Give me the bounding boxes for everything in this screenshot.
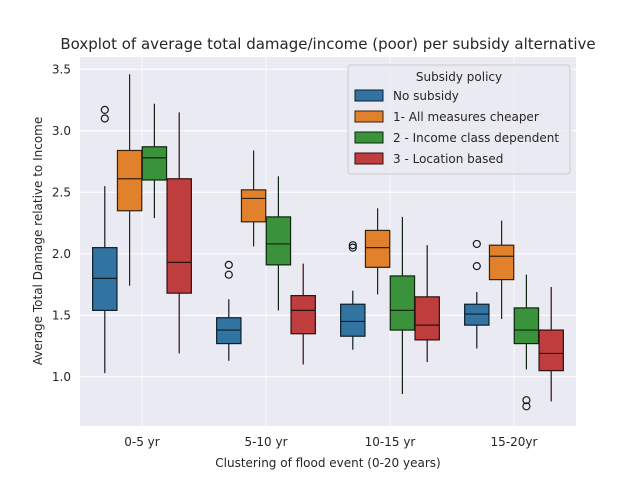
- series-3: [166, 112, 564, 402]
- legend-label: No subsidy: [393, 89, 459, 103]
- y-tick-label: 3.0: [52, 124, 71, 138]
- outlier-point: [522, 396, 531, 405]
- y-axis-label: Average Total Damage relative to Income: [31, 117, 45, 365]
- box-series: [92, 74, 564, 411]
- y-tick-label: 1.0: [52, 370, 71, 384]
- legend-swatch: [354, 131, 384, 144]
- y-tick-label: 2.5: [52, 185, 71, 199]
- y-tick-label: 1.5: [52, 308, 71, 322]
- outlier-point: [100, 105, 109, 114]
- x-tick-label: 10-15 yr: [365, 435, 416, 449]
- series-1: [116, 74, 515, 319]
- y-tick-labels: 1.0 1.5 2.0 2.5 3.0 3.5: [52, 62, 71, 384]
- box: [513, 307, 540, 345]
- box: [216, 317, 242, 345]
- box: [116, 149, 143, 212]
- x-tick-label: 0-5 yr: [124, 435, 160, 449]
- y-tick-label: 2.0: [52, 247, 71, 261]
- legend-frame: [347, 64, 571, 175]
- x-axis-label: Clustering of flood event (0-20 years): [215, 456, 440, 470]
- y-tick-label: 3.5: [52, 62, 71, 76]
- box: [364, 229, 391, 268]
- legend-swatch: [354, 110, 384, 123]
- box: [141, 146, 168, 181]
- series-0: [92, 105, 490, 374]
- box: [265, 216, 292, 266]
- outlier-point: [348, 243, 357, 252]
- x-tick-label: 15-20yr: [491, 435, 538, 449]
- box: [166, 178, 192, 294]
- legend-swatch: [354, 89, 384, 102]
- legend-label: 1- All measures cheaper: [393, 110, 539, 124]
- box: [414, 296, 440, 341]
- box: [389, 275, 416, 331]
- chart-title: Boxplot of average total damage/income (…: [60, 35, 595, 53]
- legend-items: No subsidy 1- All measures cheaper 2 - Inc…: [354, 89, 559, 166]
- legend-label: 3 - Location based: [393, 152, 503, 166]
- series-2: [141, 103, 540, 411]
- box: [240, 189, 267, 223]
- box: [538, 329, 564, 372]
- box: [488, 244, 515, 281]
- outlier-point: [224, 260, 233, 269]
- legend-label: 2 - Income class dependent: [393, 131, 559, 145]
- legend: Subsidy policy No subsidy 1- All measures…: [347, 64, 571, 175]
- legend-swatch: [354, 152, 384, 165]
- legend-title: Subsidy policy: [416, 70, 502, 84]
- outlier-point: [348, 241, 357, 250]
- x-tick-label: 5-10 yr: [244, 435, 287, 449]
- outlier-point: [224, 270, 233, 279]
- box: [340, 303, 366, 337]
- outlier-point: [472, 239, 481, 249]
- x-tick-labels: 0-5 yr 5-10 yr 10-15 yr 15-20yr: [124, 435, 537, 449]
- outlier-point: [472, 262, 481, 271]
- box: [92, 247, 118, 311]
- outlier-point: [100, 114, 109, 123]
- box: [464, 303, 490, 326]
- box: [290, 295, 316, 335]
- outlier-point: [522, 402, 531, 411]
